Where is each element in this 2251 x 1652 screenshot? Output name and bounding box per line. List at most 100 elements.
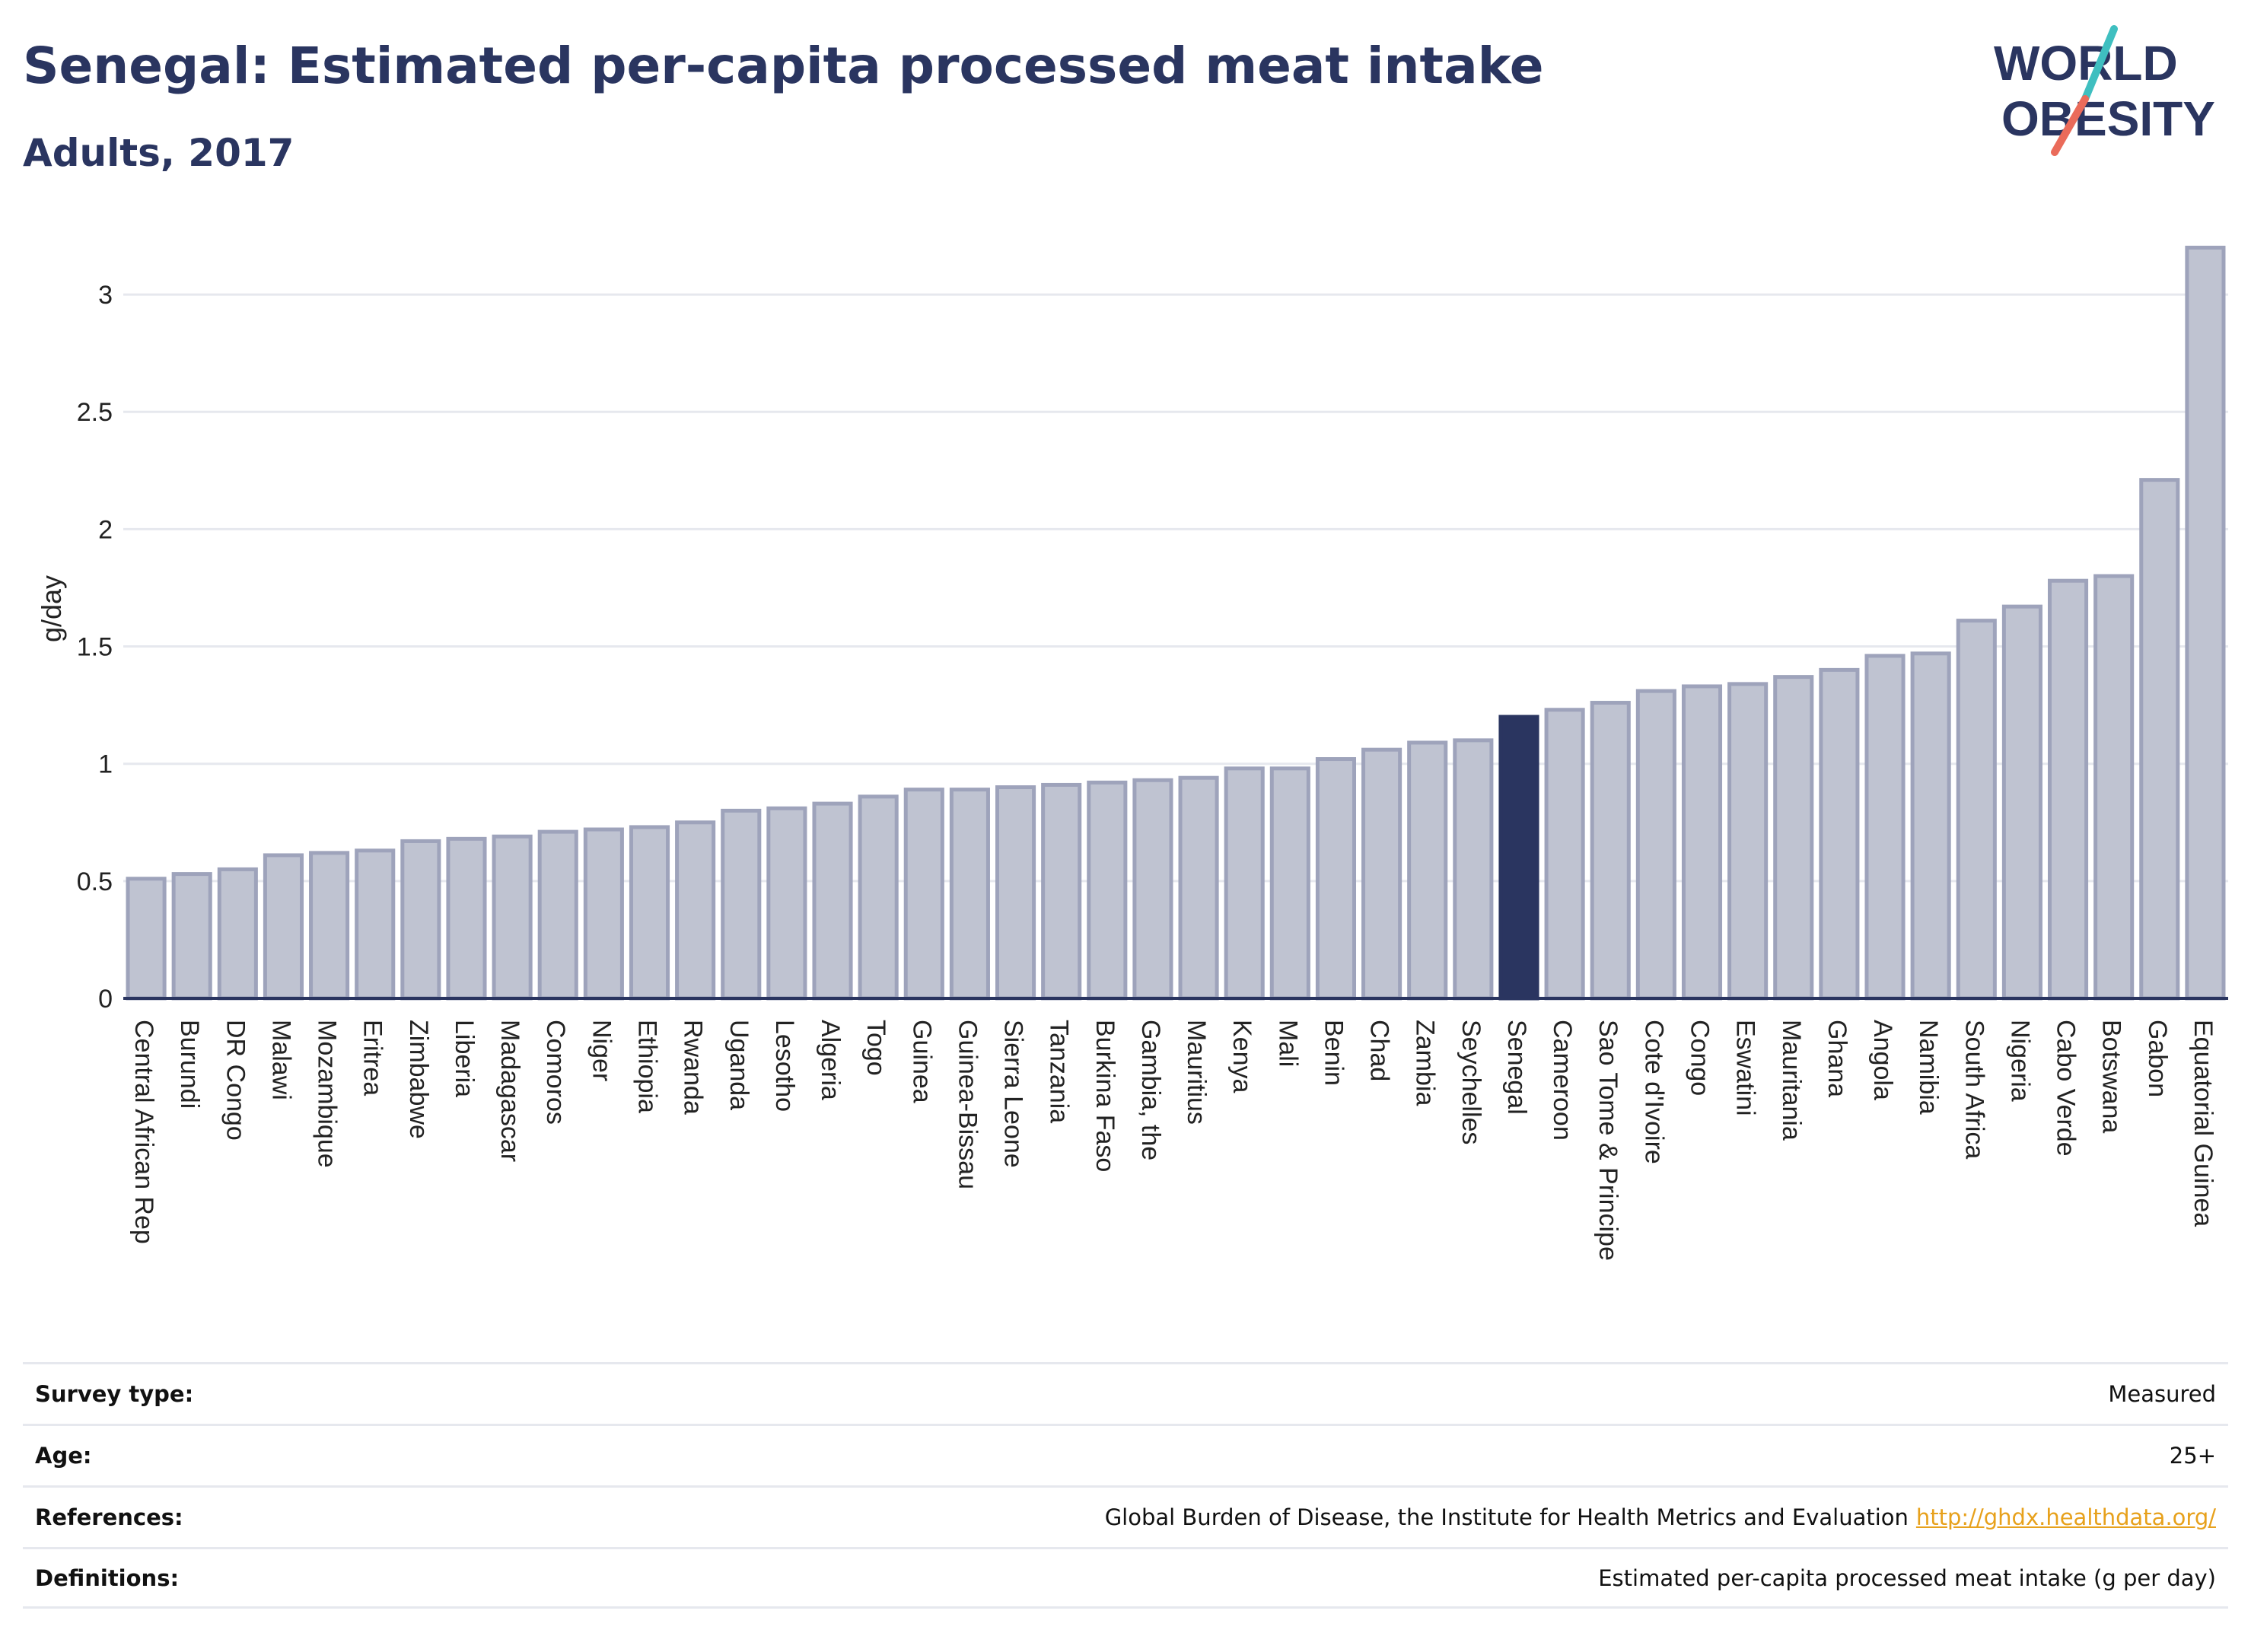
x-tick-label: Ethiopia — [633, 1020, 662, 1113]
survey-type-value: Measured — [2108, 1381, 2216, 1407]
bar[interactable] — [1041, 782, 1082, 1001]
bar[interactable] — [1956, 619, 1997, 1001]
bar[interactable] — [2139, 478, 2180, 1001]
chart-title: Senegal: Estimated per-capita processed … — [23, 37, 1544, 95]
metadata-table: Survey type: Measured Age: 25+ Reference… — [23, 1362, 2228, 1609]
meta-row-references: References: Global Burden of Disease, th… — [23, 1485, 2228, 1547]
bar[interactable] — [446, 836, 487, 1001]
bars — [126, 245, 2226, 1001]
x-tick-label: Seychelles — [1457, 1020, 1485, 1144]
x-tick-label: South Africa — [1960, 1020, 1988, 1159]
x-tick-label: Congo — [1686, 1020, 1715, 1096]
bar[interactable] — [2047, 578, 2089, 1001]
x-tick-label: Angola — [1868, 1020, 1897, 1100]
x-tick-label: Liberia — [450, 1020, 479, 1097]
bar[interactable] — [1727, 682, 1769, 1001]
bar[interactable] — [1910, 651, 1951, 1001]
bar[interactable] — [1590, 701, 1631, 1001]
bar[interactable] — [858, 794, 899, 1001]
bar[interactable] — [766, 806, 807, 1001]
bar-highlighted[interactable] — [1498, 715, 1539, 1001]
axes: 0 0.5 1 1.5 2 2.5 3 Central African Rep Burundi D… — [77, 281, 2228, 1261]
x-tick-label: Chad — [1365, 1020, 1394, 1081]
x-tick-label: Zambia — [1411, 1020, 1440, 1106]
bar[interactable] — [1407, 740, 1448, 1001]
x-tick-label: Tanzania — [1045, 1020, 1074, 1123]
x-tick-label: Gambia, the — [1136, 1020, 1165, 1160]
bar[interactable] — [995, 785, 1036, 1001]
references-link[interactable]: http://ghdx.healthdata.org/ — [1915, 1504, 2216, 1530]
bar[interactable] — [1681, 684, 1723, 1001]
bar[interactable] — [1819, 667, 1860, 1001]
bar[interactable] — [126, 877, 167, 1001]
bar[interactable] — [2185, 245, 2226, 1001]
bar[interactable] — [263, 853, 304, 1001]
bar[interactable] — [721, 808, 762, 1001]
bar[interactable] — [903, 788, 944, 1001]
bar[interactable] — [629, 825, 670, 1001]
bar[interactable] — [1178, 775, 1219, 1001]
age-label: Age: — [35, 1443, 92, 1469]
bar[interactable] — [1635, 689, 1676, 1001]
x-tick-label: Mauritius — [1182, 1020, 1211, 1125]
bar[interactable] — [537, 829, 578, 1001]
logo-word-obesity: OBESITY — [2001, 91, 2215, 146]
bar[interactable] — [1087, 780, 1128, 1001]
x-tick-label: Ghana — [1823, 1020, 1851, 1097]
y-tick-label: 3 — [98, 281, 113, 310]
bar[interactable] — [949, 788, 990, 1001]
x-tick-label: Kenya — [1227, 1020, 1256, 1093]
x-tick-label: Rwanda — [679, 1020, 708, 1115]
world-obesity-logo[interactable]: WORLD OBESITY — [1979, 23, 2237, 160]
meta-row-age: Age: 25+ — [23, 1424, 2228, 1485]
x-tick-label: Equatorial Guinea — [2189, 1020, 2218, 1227]
references-text: Global Burden of Disease, the Institute … — [1104, 1504, 1909, 1530]
y-axis-label: g/day — [36, 575, 67, 642]
x-tick-label: Sierra Leone — [999, 1020, 1028, 1168]
bar[interactable] — [1224, 766, 1265, 1001]
x-tick-label: Botswana — [2097, 1020, 2126, 1133]
x-tick-label: Madagascar — [495, 1020, 524, 1162]
bar-chart: 0 0.5 1 1.5 2 2.5 3 Central African Rep Burundi D… — [36, 245, 2228, 1261]
logo-slash-teal — [2081, 25, 2118, 103]
bar[interactable] — [309, 851, 350, 1001]
bar[interactable] — [400, 839, 441, 1001]
bar[interactable] — [1864, 654, 1906, 1001]
bar[interactable] — [171, 872, 212, 1001]
bar[interactable] — [2093, 574, 2135, 1001]
x-tick-label: Algeria — [816, 1020, 845, 1100]
x-tick-label: Namibia — [1914, 1020, 1943, 1115]
x-tick-label: Mozambique — [313, 1020, 342, 1168]
y-tick-label: 0 — [98, 985, 113, 1014]
x-tick-label: Nigeria — [2005, 1020, 2034, 1102]
definitions-label: Definitions: — [35, 1564, 180, 1591]
x-tick-label: Guinea-Bissau — [953, 1020, 982, 1189]
chart-subtitle: Adults, 2017 — [23, 131, 295, 175]
bar[interactable] — [812, 801, 853, 1001]
bar[interactable] — [2001, 604, 2042, 1001]
bar[interactable] — [1132, 778, 1173, 1001]
x-tick-label: Senegal — [1502, 1020, 1531, 1115]
bar[interactable] — [1315, 757, 1357, 1001]
bar[interactable] — [1544, 708, 1585, 1001]
meta-row-definitions: Definitions: Estimated per-capita proces… — [23, 1547, 2228, 1609]
x-tick-label: Burkina Faso — [1090, 1020, 1119, 1172]
y-tick-label: 2.5 — [77, 398, 113, 427]
bar[interactable] — [492, 834, 533, 1001]
y-tick-label: 1.5 — [77, 633, 113, 662]
bar[interactable] — [1361, 747, 1402, 1001]
x-tick-label: Central African Rep — [129, 1020, 158, 1244]
bar[interactable] — [1453, 738, 1494, 1001]
survey-type-label: Survey type: — [35, 1381, 194, 1407]
x-tick-label: Niger — [587, 1020, 616, 1081]
bar[interactable] — [675, 820, 716, 1001]
x-tick-label: Uganda — [724, 1020, 753, 1110]
bar[interactable] — [217, 867, 258, 1001]
x-tick-label: Togo — [861, 1020, 890, 1076]
x-tick-label: Benin — [1319, 1020, 1348, 1086]
bar[interactable] — [355, 848, 396, 1001]
bar[interactable] — [1773, 675, 1814, 1001]
x-tick-label: Guinea — [907, 1020, 936, 1103]
bar[interactable] — [1269, 766, 1310, 1001]
bar[interactable] — [583, 827, 624, 1001]
